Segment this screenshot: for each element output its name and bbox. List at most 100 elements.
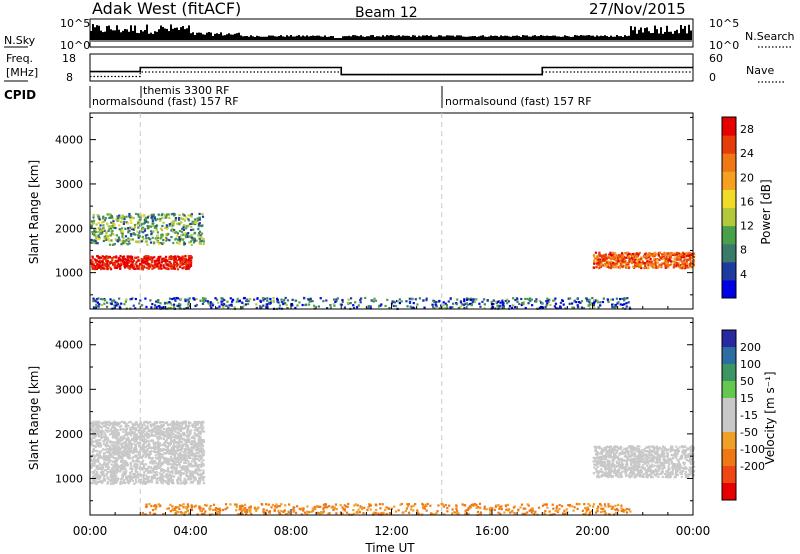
data-point (187, 299, 190, 302)
data-point (653, 257, 656, 260)
data-point (626, 297, 629, 300)
cpid-panel: CPID normalsound (fast) 157 RF themis 33… (4, 84, 592, 108)
data-point (175, 420, 179, 423)
data-point (449, 297, 452, 300)
data-point (105, 444, 108, 447)
data-point (171, 470, 174, 473)
data-point (397, 299, 400, 303)
data-point (93, 444, 96, 447)
data-point (131, 260, 134, 263)
data-point (607, 300, 610, 304)
data-point (197, 432, 200, 435)
data-point (166, 470, 169, 473)
data-point (671, 447, 674, 450)
data-point (202, 450, 206, 453)
data-point (123, 261, 126, 265)
data-point (185, 445, 188, 448)
data-point (165, 481, 168, 484)
data-point (229, 297, 232, 300)
data-point (670, 263, 673, 266)
data-point (137, 226, 140, 229)
data-point (125, 221, 128, 224)
data-point (128, 443, 131, 446)
data-point (131, 266, 134, 270)
data-point (679, 266, 682, 269)
data-point (665, 255, 668, 258)
data-point (153, 215, 157, 219)
data-point (155, 429, 158, 432)
data-point (589, 303, 592, 306)
data-point (157, 440, 160, 444)
data-point (335, 299, 338, 302)
data-point (593, 299, 597, 302)
data-point (110, 443, 113, 447)
data-point (119, 442, 122, 445)
data-point (94, 261, 97, 264)
data-point (140, 429, 143, 433)
data-point (160, 426, 164, 429)
data-point (159, 302, 162, 305)
data-point (313, 304, 316, 307)
data-point (139, 431, 142, 435)
data-point (266, 299, 269, 302)
data-point (153, 427, 156, 430)
data-point (326, 307, 329, 310)
data-point (97, 425, 101, 429)
data-point (151, 462, 154, 465)
data-point (124, 442, 127, 445)
data-point (150, 429, 153, 432)
data-point (112, 461, 116, 464)
data-point (115, 461, 118, 465)
data-point (137, 431, 140, 434)
data-point (107, 423, 110, 426)
data-point (138, 240, 141, 243)
data-point (108, 454, 111, 457)
data-point (111, 460, 114, 463)
data-point (153, 466, 156, 469)
data-point (172, 241, 175, 245)
data-point (129, 219, 132, 222)
data-point (656, 266, 659, 269)
data-point (91, 256, 94, 259)
data-point (93, 469, 96, 472)
data-point (120, 468, 123, 471)
data-point (173, 457, 176, 460)
data-point (534, 300, 537, 303)
data-point (124, 227, 127, 230)
data-point (174, 422, 177, 425)
data-point (481, 300, 484, 303)
data-point (136, 460, 139, 463)
data-point (628, 259, 631, 262)
data-point (641, 262, 644, 265)
data-point (92, 266, 95, 269)
data-point (123, 217, 126, 221)
data-point (647, 264, 650, 267)
data-point (98, 218, 101, 221)
data-point (183, 438, 186, 442)
data-point (668, 254, 671, 257)
data-point (105, 238, 108, 242)
data-point (97, 237, 100, 241)
data-point (90, 464, 93, 467)
data-point (374, 299, 378, 302)
data-point (105, 438, 108, 441)
data-point (178, 422, 181, 425)
data-point (217, 301, 220, 304)
data-point (195, 445, 198, 449)
data-point (142, 465, 145, 468)
data-point (116, 424, 120, 427)
data-point (181, 433, 184, 436)
data-point (153, 226, 156, 229)
data-point (545, 304, 548, 307)
data-point (636, 254, 639, 257)
data-point (659, 256, 662, 259)
data-point (172, 221, 176, 224)
data-point (499, 301, 502, 304)
data-point (150, 457, 154, 460)
data-point (129, 450, 132, 453)
data-point (103, 455, 107, 458)
data-point (157, 443, 160, 446)
data-point (367, 306, 370, 310)
data-point (138, 451, 141, 454)
data-point (142, 431, 145, 434)
